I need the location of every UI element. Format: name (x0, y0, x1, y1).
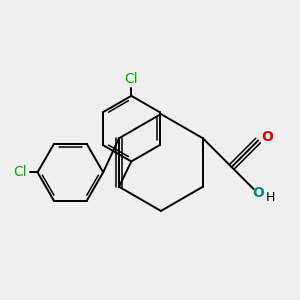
Text: H: H (265, 191, 274, 204)
Text: O: O (253, 186, 264, 200)
Text: Cl: Cl (124, 72, 138, 86)
Text: O: O (261, 130, 273, 144)
Text: Cl: Cl (14, 165, 27, 179)
